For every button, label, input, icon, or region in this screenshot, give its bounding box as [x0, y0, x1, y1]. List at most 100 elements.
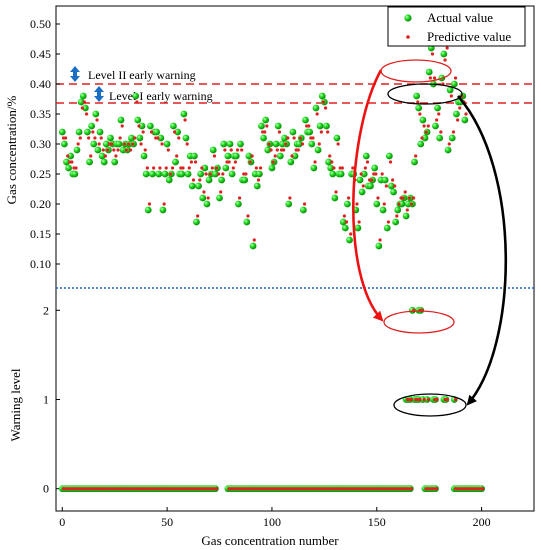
- predictive-point: [265, 124, 269, 128]
- actual-point: [58, 128, 66, 136]
- predictive-point: [275, 148, 279, 152]
- predictive-point: [170, 166, 175, 170]
- predictive-point: [347, 196, 351, 200]
- x-tick-label: 100: [263, 515, 281, 529]
- predictive-point: [290, 154, 294, 158]
- predictive-point: [313, 160, 317, 164]
- y-tick-label: 0.25: [30, 167, 51, 181]
- predictive-point: [217, 172, 221, 176]
- actual-point: [165, 176, 173, 184]
- level2-label: Level II early warning: [88, 68, 196, 82]
- predictive-point: [103, 154, 108, 158]
- x-axis-label: Gas concentration number: [201, 533, 339, 548]
- predictive-point: [196, 214, 200, 218]
- predictive-point: [458, 106, 462, 110]
- actual-point: [258, 122, 265, 130]
- predictive-point: [99, 136, 103, 140]
- plot-frame: [55, 5, 535, 512]
- actual-point: [92, 110, 100, 118]
- actual-point: [339, 218, 347, 226]
- actual-point: [264, 146, 272, 154]
- actual-point: [222, 164, 230, 172]
- predictive-point: [330, 160, 334, 164]
- predictive-point: [101, 148, 105, 152]
- predictive-point: [382, 202, 386, 206]
- actual-point: [107, 134, 114, 142]
- y-tick-label: 0.10: [30, 257, 51, 271]
- actual-point: [262, 116, 270, 124]
- actual-point: [197, 170, 205, 178]
- predictive-point: [120, 124, 124, 128]
- actual-point: [60, 140, 68, 148]
- actual-point: [295, 140, 303, 148]
- actual-point: [149, 170, 156, 178]
- actual-point: [253, 182, 261, 190]
- actual-point: [218, 176, 226, 184]
- actual-point: [243, 218, 251, 226]
- predictive-point: [158, 166, 162, 170]
- actual-point: [281, 134, 288, 142]
- predictive-point: [449, 94, 453, 98]
- actual-point: [86, 158, 93, 166]
- legend-actual-label: Actual value: [427, 10, 493, 25]
- predictive-point: [91, 130, 95, 134]
- y-tick-label: 0.45: [30, 47, 51, 61]
- actual-point: [211, 170, 219, 178]
- x-tick-label: 200: [473, 515, 491, 529]
- predictive-point: [403, 190, 407, 194]
- actual-point: [67, 152, 75, 160]
- actual-point: [128, 134, 135, 142]
- actual-point: [241, 176, 249, 184]
- level-tick-label: 2: [43, 303, 49, 317]
- actual-point: [232, 152, 240, 160]
- predictive-point: [357, 220, 361, 224]
- predictive-point: [164, 166, 168, 170]
- x-tick-label: 150: [368, 515, 386, 529]
- predictive-point: [317, 142, 321, 146]
- predictive-point: [363, 166, 367, 170]
- actual-point: [117, 116, 125, 124]
- predictive-point: [87, 136, 91, 140]
- predictive-point: [435, 118, 439, 122]
- actual-point: [421, 134, 429, 142]
- highlight-ellipse-level1-top: [387, 83, 463, 105]
- actual-point: [367, 182, 374, 190]
- actual-point: [163, 140, 171, 148]
- actual-point: [314, 146, 322, 154]
- actual-point: [325, 158, 332, 166]
- x-tick-label: 50: [161, 515, 173, 529]
- predictive-point: [267, 142, 271, 146]
- actual-point: [136, 134, 144, 142]
- predictive-point: [315, 112, 319, 116]
- predictive-point: [128, 148, 133, 152]
- predictive-point: [365, 160, 370, 164]
- predictive-point: [422, 124, 426, 128]
- actual-point: [157, 134, 165, 142]
- highlight-ellipse-level1-bottom: [393, 393, 467, 417]
- highlight-ellipse-level2-bottom: [383, 310, 455, 334]
- predictive-point: [156, 136, 160, 140]
- actual-point: [379, 206, 387, 214]
- actual-point: [419, 116, 427, 124]
- actual-point: [73, 146, 81, 154]
- actual-point: [96, 128, 104, 136]
- actual-point: [115, 140, 123, 148]
- predictive-point: [271, 160, 275, 164]
- actual-point: [180, 110, 188, 118]
- predictive-point: [246, 214, 250, 218]
- actual-point: [77, 98, 85, 106]
- predictive-point: [336, 142, 340, 146]
- predictive-point: [359, 172, 363, 176]
- predictive-point: [422, 397, 426, 402]
- predictive-point: [321, 100, 326, 104]
- predictive-point: [451, 130, 456, 134]
- actual-point: [205, 176, 213, 184]
- actual-point: [142, 170, 150, 178]
- predictive-point: [116, 148, 120, 152]
- actual-point: [245, 152, 253, 160]
- predictive-point: [405, 208, 409, 212]
- predictive-point: [386, 220, 391, 224]
- predictive-point: [447, 142, 451, 146]
- predictive-point: [391, 178, 395, 182]
